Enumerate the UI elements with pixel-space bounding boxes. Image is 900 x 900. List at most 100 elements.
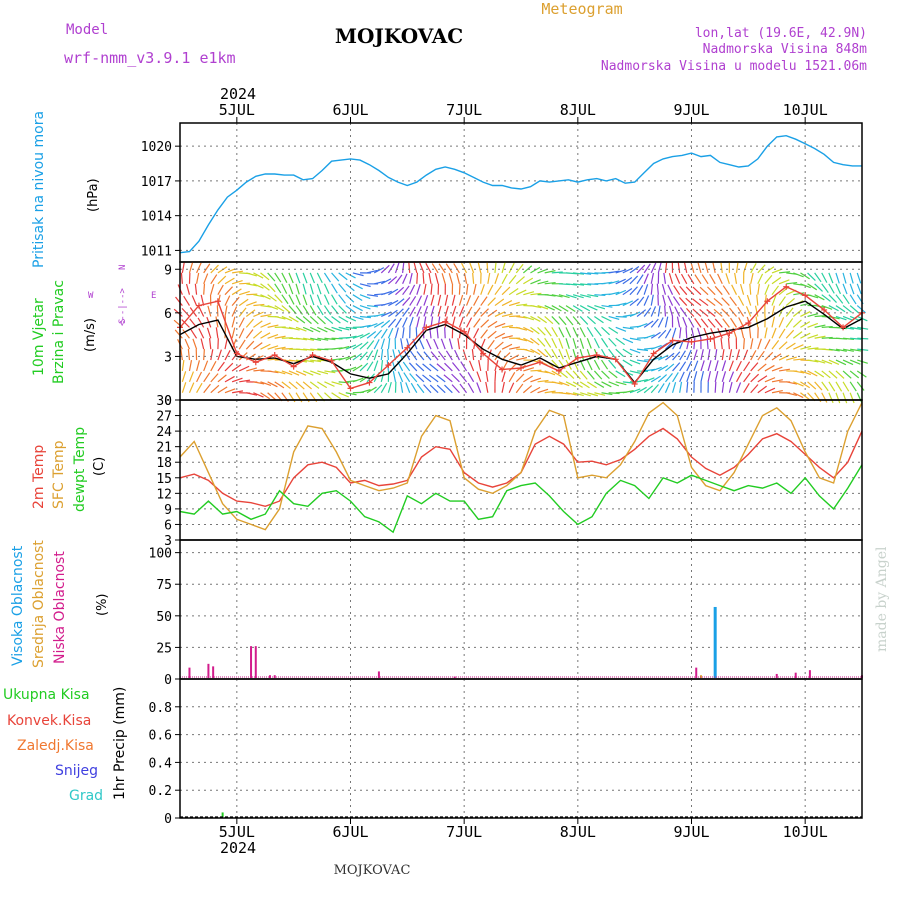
wind-arrow [400, 381, 404, 393]
wind-arrow [643, 273, 649, 285]
wind-arrow [345, 326, 357, 330]
wind-arrow [459, 383, 468, 394]
wind-arrow [331, 326, 343, 332]
wind-arrow [558, 348, 564, 360]
wind-arrow [657, 329, 667, 339]
wind-arrow [331, 357, 343, 361]
lonlat-label: lon,lat (19.6E, 42.9N) [695, 26, 867, 41]
wind-arrow [380, 359, 384, 372]
wind-arrow [324, 316, 334, 325]
wind-arrow [473, 295, 480, 306]
wind-arrow [551, 305, 562, 312]
wind-gust-marker [783, 283, 790, 290]
wind-arrow [743, 372, 751, 383]
wind-arrow [381, 301, 393, 307]
wind-arrow [743, 349, 749, 361]
wind-arrow [216, 305, 219, 317]
wind-arrow [400, 338, 404, 350]
wind-arrow [409, 316, 414, 328]
wind-arrow [579, 338, 585, 349]
wind-arrow [757, 350, 765, 361]
wind-gust-marker [404, 344, 411, 351]
wind-arrow [856, 381, 865, 391]
wind-arrow [288, 283, 294, 295]
wind-arrow [267, 334, 279, 339]
wind-arrow [494, 341, 504, 350]
wind-arrow [713, 308, 723, 317]
wind-arrow [857, 337, 869, 340]
wind-arrow [309, 316, 319, 325]
wind-arrow [203, 383, 211, 394]
wind-arrow [694, 318, 702, 328]
wind-arrow [586, 370, 595, 380]
wind-arrow [224, 305, 228, 317]
wind-arrow [835, 392, 841, 404]
wind-arrow [217, 349, 222, 361]
wind-gust-marker [480, 350, 487, 357]
wind-arrow [281, 315, 293, 322]
cloud-tick-label: 25 [156, 641, 172, 656]
pressure-label: Pritisak na nivou mora [31, 111, 47, 268]
wind-arrow [188, 382, 195, 393]
wind-arrow [706, 298, 716, 307]
wind-arrow [664, 305, 667, 317]
pressure-series-1 [179, 134, 862, 254]
wind-arrow [530, 369, 542, 372]
wind-arrow [409, 272, 413, 284]
wind-arrow [530, 315, 541, 322]
wind-arrow [203, 349, 205, 361]
wind-arrow [253, 294, 265, 298]
wind-arrow [215, 327, 219, 339]
wind-arrow [672, 296, 681, 306]
wind-arrow [196, 371, 203, 383]
wind-arrow [302, 283, 307, 295]
wind-arrow [487, 272, 491, 284]
wind-arrow [338, 381, 350, 384]
wind-arrow [410, 382, 418, 394]
wind-arrow [485, 370, 489, 382]
wind-arrow [469, 262, 475, 274]
wind-arrow [323, 294, 330, 305]
wind-arrow [192, 338, 198, 350]
wind-arrow [814, 324, 826, 328]
wind-arrow [544, 270, 556, 274]
wind-tick-label: 0 [164, 394, 172, 409]
wind-arrow [501, 335, 513, 339]
wind-arrow [551, 381, 563, 385]
wind-arrow [476, 382, 482, 393]
wind-arrow [735, 349, 741, 361]
wind-arrow [530, 266, 541, 274]
wind-arrow [281, 294, 289, 305]
wind-arrow [416, 383, 425, 394]
wind-arrow [579, 370, 588, 380]
wind-arrow [387, 263, 395, 274]
wind-gust-marker [195, 302, 202, 309]
wind-arrow [551, 348, 558, 359]
wind-arrow [656, 283, 659, 295]
wind-arrow [288, 381, 298, 390]
wind-arrow [835, 381, 843, 392]
wind-arrow [587, 392, 599, 397]
day-label-top: 8JUL [560, 101, 596, 119]
wind-arrow [485, 381, 489, 393]
wind-arrow [352, 377, 364, 383]
wind-arrow [197, 317, 205, 328]
wind-arrow [698, 298, 709, 307]
wind-arrow [755, 316, 759, 328]
credit-watermark: made by Angel [874, 546, 890, 652]
wind-arrow [203, 263, 211, 274]
precip-tick-label: 0.4 [149, 756, 173, 771]
wind-arrow [434, 272, 439, 284]
wind-arrow [185, 283, 191, 295]
wind-gust-marker [688, 338, 695, 345]
wind-arrow [849, 381, 857, 392]
wind-arrow [487, 284, 494, 295]
precip-legend-graupel: Grad [69, 788, 103, 804]
wind-gust-marker [574, 354, 581, 361]
wind-arrow [274, 294, 283, 304]
wind-arrow [580, 272, 592, 275]
wind-arrow [572, 381, 583, 388]
wind-arrow [480, 296, 488, 306]
wind-arrow [679, 307, 688, 317]
wind-arrow [636, 359, 648, 363]
